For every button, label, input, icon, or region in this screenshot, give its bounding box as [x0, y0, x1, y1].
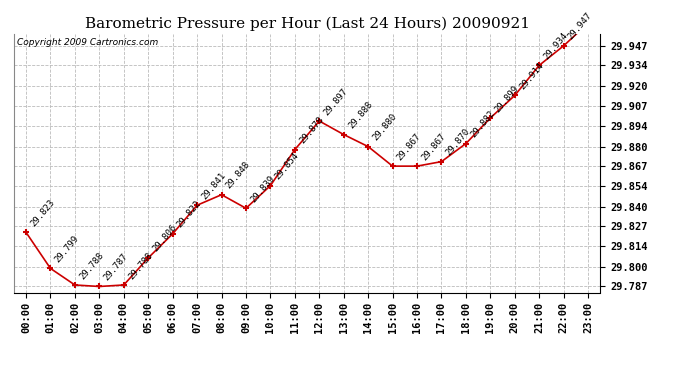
- Text: 29.962: 29.962: [0, 374, 1, 375]
- Text: 29.897: 29.897: [322, 86, 350, 117]
- Text: 29.947: 29.947: [566, 11, 594, 42]
- Text: 29.848: 29.848: [224, 160, 252, 190]
- Text: 29.787: 29.787: [102, 252, 130, 282]
- Text: 29.880: 29.880: [371, 112, 399, 142]
- Text: 29.914: 29.914: [518, 61, 545, 91]
- Text: 29.899: 29.899: [493, 83, 521, 114]
- Text: 29.867: 29.867: [420, 132, 447, 162]
- Text: 29.799: 29.799: [53, 234, 81, 264]
- Text: 29.878: 29.878: [297, 115, 325, 146]
- Text: 29.822: 29.822: [175, 199, 203, 230]
- Text: 29.841: 29.841: [200, 171, 228, 201]
- Text: 29.854: 29.854: [273, 151, 301, 182]
- Text: Copyright 2009 Cartronics.com: Copyright 2009 Cartronics.com: [17, 38, 158, 46]
- Text: 29.934: 29.934: [542, 31, 570, 61]
- Title: Barometric Pressure per Hour (Last 24 Hours) 20090921: Barometric Pressure per Hour (Last 24 Ho…: [85, 17, 529, 31]
- Text: 29.882: 29.882: [469, 109, 496, 140]
- Text: 29.839: 29.839: [248, 174, 277, 204]
- Text: 29.788: 29.788: [78, 251, 106, 281]
- Text: 29.806: 29.806: [151, 223, 179, 254]
- Text: 29.788: 29.788: [126, 251, 154, 281]
- Text: 29.867: 29.867: [395, 132, 423, 162]
- Text: 29.870: 29.870: [444, 127, 472, 158]
- Text: 29.888: 29.888: [346, 100, 374, 130]
- Text: 29.823: 29.823: [29, 198, 57, 228]
